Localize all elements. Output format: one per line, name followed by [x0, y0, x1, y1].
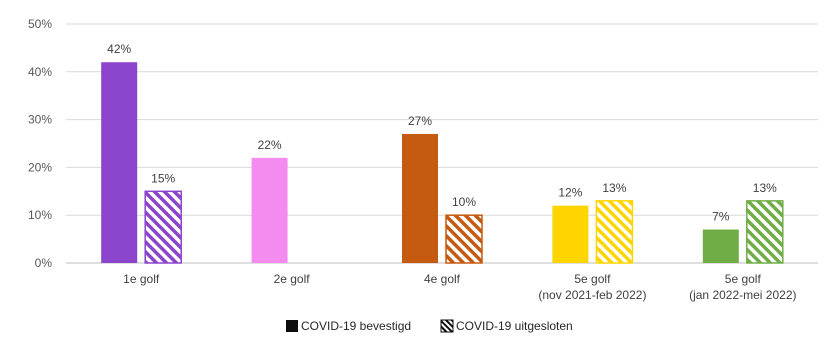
y-tick-label: 10% — [28, 208, 52, 222]
bar-uitgesloten — [445, 214, 483, 264]
category-label: 5e golf — [574, 272, 611, 286]
legend: COVID-19 bevestigd COVID-19 uitgesloten — [286, 319, 573, 333]
data-label: 22% — [258, 138, 282, 152]
bar-uitgesloten — [144, 190, 182, 264]
y-tick-label: 20% — [28, 160, 52, 174]
data-label: 13% — [753, 181, 777, 195]
gridlines — [66, 23, 818, 264]
category-label: 2e golf — [274, 272, 311, 286]
bar-bevestigd — [251, 157, 288, 263]
y-tick-label: 0% — [35, 256, 53, 270]
data-label: 13% — [602, 181, 626, 195]
data-label: 12% — [558, 186, 582, 200]
bar-bevestigd — [552, 205, 589, 263]
legend-swatch-hatched — [440, 319, 454, 333]
data-label: 7% — [712, 210, 730, 224]
data-labels: 42% 15% 22% 27% 10% 12% 13% 7% 13% — [107, 42, 777, 223]
x-axis-categories: 1e golf 2e golf 4e golf 5e golf (nov 2021-fe… — [123, 272, 796, 302]
bar-bevestigd — [101, 62, 138, 263]
bar-bevestigd — [702, 229, 739, 263]
category-label: 4e golf — [424, 272, 461, 286]
bar-uitgesloten — [595, 200, 634, 264]
legend-label: COVID-19 bevestigd — [301, 319, 411, 333]
y-axis-ticks: 0% 10% 20% 30% 40% 50% — [28, 17, 52, 270]
bar-bevestigd — [402, 133, 438, 263]
y-tick-label: 40% — [28, 65, 52, 79]
category-label: 5e golf — [725, 272, 762, 286]
legend-label: COVID-19 uitgesloten — [456, 319, 573, 333]
category-sublabel: (jan 2022-mei 2022) — [689, 288, 796, 302]
y-tick-label: 50% — [28, 17, 52, 31]
category-sublabel: (nov 2021-feb 2022) — [538, 288, 646, 302]
legend-swatch-solid — [286, 320, 298, 332]
data-label: 10% — [452, 195, 476, 209]
data-label: 27% — [408, 114, 432, 128]
bars — [101, 62, 784, 264]
y-tick-label: 30% — [28, 113, 52, 127]
bar-uitgesloten — [746, 200, 784, 264]
data-label: 42% — [107, 42, 131, 56]
category-label: 1e golf — [123, 272, 160, 286]
data-label: 15% — [151, 171, 175, 185]
